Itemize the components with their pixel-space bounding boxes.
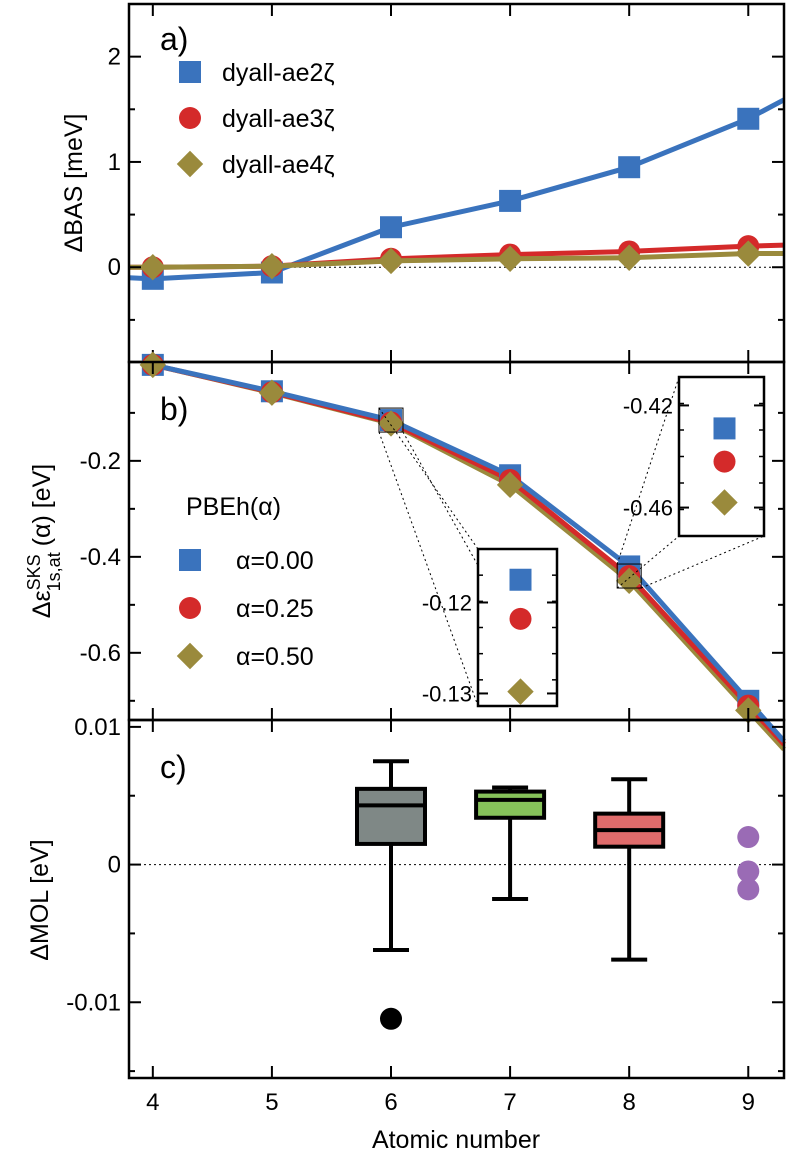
panel-b-ylabel-sub: 1s,at — [44, 552, 64, 591]
panel-b-ylabel: ΔεSKS1s,at (α) [eV] — [24, 464, 64, 618]
panel-a: 012 a) ΔBAS [meV] dyall-ae2ζdyall-ae3ζdy… — [60, 2, 786, 364]
panel-a-point-s2 — [615, 244, 643, 271]
panel-a-point-s0 — [618, 156, 641, 179]
panel-a-point-s2 — [377, 247, 405, 275]
inset-0-ytick-label: -0.13 — [422, 681, 472, 706]
x-tick-label: 5 — [265, 1089, 278, 1116]
inset-1-ytick-label: -0.42 — [623, 393, 673, 418]
inset-1-ytick-label: -0.46 — [623, 496, 673, 521]
inset-0-connector — [378, 407, 479, 550]
inset-1-point-s2 — [711, 489, 738, 516]
inset-0-point-s0 — [509, 568, 532, 591]
panel-c-ytick-label: 0.01 — [74, 714, 121, 741]
panel-a-legend: dyall-ae2ζ dyall-ae3ζ dyall-ae4ζ — [176, 59, 334, 179]
panel-b-point-s2 — [496, 471, 524, 499]
panel-b-legend-label-0: α=0.00 — [236, 547, 314, 575]
panel-b-label: b) — [160, 391, 188, 427]
panel-a-series-line-0 — [128, 97, 786, 282]
inset-1-point-s1 — [713, 450, 736, 473]
x-tick-label: 6 — [384, 1089, 397, 1116]
panel-a-point-s2 — [496, 245, 524, 273]
panel-c-point-9 — [737, 878, 760, 901]
inset-1-point-s0 — [713, 417, 736, 440]
x-tick-label: 9 — [742, 1089, 755, 1116]
panel-b-inset-0: -0.12 -0.13 — [378, 407, 559, 708]
panel-a-ylabel: ΔBAS [meV] — [60, 114, 88, 253]
panel-b-point-s2 — [615, 567, 643, 595]
panel-b-legend-marker-1 — [179, 597, 201, 619]
inset-0-connector — [378, 431, 479, 707]
panel-b-inset-1: -0.42 -0.46 — [616, 375, 766, 589]
inset-1-connector — [640, 535, 765, 589]
panel-a-label: a) — [160, 21, 188, 57]
panel-b-point-s2 — [377, 410, 405, 437]
box-7-iqr — [474, 789, 547, 820]
inset-1-zoom-rect — [616, 563, 642, 589]
panel-a-point-s0 — [499, 189, 522, 212]
panel-c: 0.01 0 -0.01 c) ΔMOL [eV] — [26, 714, 786, 1080]
panel-a-series-line-2 — [129, 251, 784, 270]
panel-b-ylabel-suffix: (α) [eV] — [28, 464, 56, 547]
panel-b-legend: PBEh(α) α=0.00 α=0.25 α=0.50 — [176, 493, 314, 671]
panel-c-box-6 — [355, 759, 427, 1030]
panel-b-legend-marker-0 — [179, 549, 201, 571]
inset-1-connector — [616, 535, 680, 589]
panel-c-point-9 — [737, 826, 760, 849]
panel-b-ytick-label: -0.4 — [80, 544, 121, 571]
panel-a-frame — [127, 2, 786, 364]
panel-c-box-7 — [474, 785, 547, 901]
panel-c-ylabel: ΔMOL [eV] — [26, 839, 54, 960]
x-tick-label: 8 — [623, 1089, 636, 1116]
box-6-iqr — [355, 786, 427, 846]
panel-b-point-s2 — [258, 379, 286, 406]
panel-a-legend-label-0: dyall-ae2ζ — [222, 59, 334, 87]
panel-b-legend-title: PBEh(α) — [186, 493, 281, 521]
panel-a-point-s0 — [380, 216, 402, 239]
panel-a-ytick-label: 2 — [108, 44, 121, 71]
panel-c-ytick-label: 0 — [108, 852, 121, 879]
panel-a-point-s2 — [735, 240, 762, 267]
inset-0-point-s1 — [509, 607, 532, 630]
panel-b-ylabel-main: Δε — [28, 590, 56, 618]
box-6-outlier — [380, 1007, 402, 1030]
panel-c-ytick-label: -0.01 — [66, 989, 121, 1016]
panel-c-frame — [127, 718, 786, 1080]
panel-a-point-s2 — [139, 254, 167, 281]
panel-b-ytick-label: -0.2 — [80, 448, 121, 475]
inset-0-zoom-rect — [378, 407, 404, 433]
inset-0-point-s2 — [507, 678, 534, 705]
panel-a-point-s0 — [737, 107, 760, 130]
panel-c-box-8 — [593, 777, 666, 962]
x-tick-label: 7 — [503, 1089, 516, 1116]
panel-b: -0.2 -0.4 -0.6 b) ΔεSKS1s,at (α) [eV] PBEh(… — [24, 351, 786, 751]
x-axis-label: Atomic number — [372, 1126, 540, 1154]
panel-a-point-s2 — [258, 252, 286, 280]
panel-a-ytick-label: 0 — [108, 254, 121, 281]
panel-b-insets: -0.12 -0.13 -0.42 -0.46 — [378, 375, 766, 708]
panel-b-ylabel-sup: SKS — [24, 554, 44, 590]
inset-0-ytick-label: -0.12 — [422, 590, 472, 615]
panel-b-legend-marker-2 — [176, 642, 204, 670]
panel-c-label: c) — [160, 749, 187, 785]
x-tick-label: 4 — [146, 1089, 159, 1116]
panel-a-legend-marker-0 — [179, 61, 201, 83]
panel-a-legend-label-2: dyall-ae4ζ — [222, 151, 334, 179]
svg-text:ΔεSKS1s,at(α) [eV]: ΔεSKS1s,at (α) [eV] — [24, 464, 64, 618]
panel-a-legend-marker-1 — [179, 107, 201, 129]
x-axis: 4 5 6 7 8 9 — [146, 1089, 755, 1116]
panel-a-ytick-label: 1 — [108, 149, 121, 176]
panel-c-point-9 — [737, 860, 760, 883]
panel-b-legend-label-2: α=0.50 — [236, 643, 314, 671]
panel-a-legend-label-1: dyall-ae3ζ — [222, 105, 334, 133]
panel-b-ytick-label: -0.6 — [80, 640, 121, 667]
panel-a-legend-marker-2 — [176, 150, 204, 178]
panel-b-legend-label-1: α=0.25 — [236, 595, 314, 623]
